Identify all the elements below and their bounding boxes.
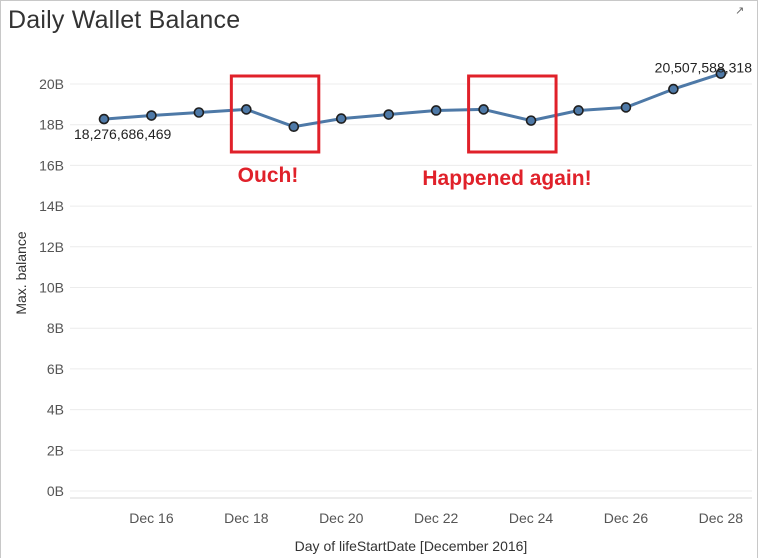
data-point <box>573 105 584 116</box>
y-tick-label: 14B <box>39 198 64 214</box>
data-point <box>430 105 442 116</box>
data-point <box>288 121 300 133</box>
data-point <box>715 68 727 79</box>
y-tick-label: 18B <box>39 117 64 133</box>
data-point <box>525 115 537 126</box>
data-point <box>241 104 252 115</box>
page-title: Daily Wallet Balance <box>8 6 241 34</box>
expand-icon[interactable]: ↗ <box>735 5 745 17</box>
x-axis-title: Day of lifeStartDate [December 2016] <box>295 538 528 554</box>
x-tick-label: Dec 16 <box>129 510 174 526</box>
data-label: 18,276,686,469 <box>74 126 172 142</box>
y-tick-label: 20B <box>39 76 64 92</box>
y-tick-label: 16B <box>39 157 64 173</box>
x-tick-label: Dec 20 <box>319 510 364 526</box>
y-tick-label: 12B <box>39 239 64 255</box>
y-tick-label: 6B <box>47 361 64 377</box>
y-tick-label: 8B <box>47 320 64 336</box>
data-point <box>478 104 489 115</box>
data-point <box>193 107 205 118</box>
y-tick-label: 0B <box>47 483 64 499</box>
data-point <box>383 109 395 120</box>
series-line <box>103 72 722 129</box>
y-tick-label: 2B <box>47 442 64 458</box>
data-point <box>98 113 110 125</box>
x-tick-label: Dec 26 <box>604 510 649 526</box>
data-point <box>146 110 157 121</box>
data-point <box>335 113 347 124</box>
annotation-box <box>467 74 558 154</box>
y-tick-label: 4B <box>47 402 64 418</box>
annotation-box <box>229 74 321 154</box>
x-tick-label: Dec 24 <box>509 510 554 526</box>
y-tick-label: 10B <box>39 280 64 296</box>
y-axis-title: Max. balance <box>13 231 29 314</box>
x-tick-label: Dec 18 <box>224 510 269 526</box>
annotation-text: Ouch! <box>238 164 299 187</box>
data-point <box>620 102 632 113</box>
x-tick-label: Dec 28 <box>699 510 744 526</box>
data-label: 20,507,588,318 <box>655 60 753 76</box>
x-tick-label: Dec 22 <box>414 510 459 526</box>
annotation-text: Happened again! <box>422 167 591 190</box>
data-point <box>668 83 679 95</box>
